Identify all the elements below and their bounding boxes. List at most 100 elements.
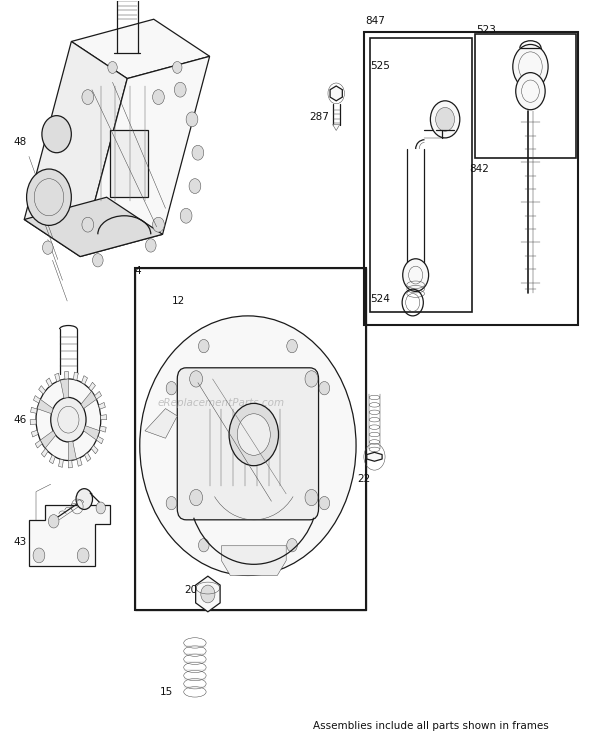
Text: 20: 20 — [184, 585, 198, 595]
Bar — [474, 34, 576, 158]
FancyBboxPatch shape — [177, 368, 319, 520]
Circle shape — [77, 548, 89, 563]
Polygon shape — [34, 395, 40, 403]
Polygon shape — [24, 42, 127, 256]
Circle shape — [166, 381, 177, 395]
Circle shape — [93, 253, 103, 267]
Circle shape — [180, 208, 192, 223]
Text: 524: 524 — [371, 293, 390, 304]
Polygon shape — [64, 372, 68, 379]
Polygon shape — [99, 403, 106, 409]
Circle shape — [305, 371, 318, 387]
Circle shape — [192, 146, 204, 160]
Circle shape — [198, 340, 209, 353]
Circle shape — [513, 45, 548, 89]
Polygon shape — [60, 379, 68, 398]
Polygon shape — [196, 576, 220, 611]
Circle shape — [174, 82, 186, 97]
Text: 287: 287 — [309, 112, 329, 122]
Polygon shape — [58, 459, 63, 467]
Circle shape — [516, 73, 545, 110]
Polygon shape — [367, 452, 382, 461]
Circle shape — [153, 90, 165, 105]
Bar — [135, 267, 366, 610]
Polygon shape — [49, 455, 55, 464]
Circle shape — [42, 241, 53, 254]
Polygon shape — [35, 440, 42, 448]
Text: 4: 4 — [135, 267, 142, 276]
Bar — [110, 131, 148, 197]
Circle shape — [201, 585, 215, 603]
Circle shape — [189, 178, 201, 193]
Text: 842: 842 — [469, 164, 489, 174]
Circle shape — [287, 539, 297, 552]
Circle shape — [287, 340, 297, 353]
Polygon shape — [24, 197, 163, 256]
Circle shape — [42, 116, 71, 153]
Text: 15: 15 — [160, 687, 173, 697]
Polygon shape — [39, 386, 45, 394]
Circle shape — [146, 239, 156, 252]
Polygon shape — [84, 426, 100, 440]
Text: 847: 847 — [366, 16, 385, 27]
Bar — [365, 32, 578, 325]
Polygon shape — [68, 460, 73, 468]
Polygon shape — [91, 445, 98, 454]
Polygon shape — [41, 449, 48, 457]
Circle shape — [189, 490, 202, 506]
Circle shape — [51, 398, 86, 442]
Polygon shape — [81, 376, 87, 384]
Circle shape — [82, 217, 94, 232]
Circle shape — [186, 112, 198, 127]
Polygon shape — [55, 373, 60, 382]
Circle shape — [305, 490, 318, 506]
Text: 22: 22 — [357, 474, 370, 484]
Circle shape — [319, 381, 330, 395]
Circle shape — [430, 101, 460, 138]
Circle shape — [96, 502, 106, 514]
Text: Assemblies include all parts shown in frames: Assemblies include all parts shown in fr… — [313, 721, 548, 731]
Circle shape — [27, 169, 71, 225]
Polygon shape — [37, 399, 53, 414]
Polygon shape — [71, 19, 209, 79]
Bar — [371, 38, 471, 312]
Circle shape — [36, 379, 101, 461]
Circle shape — [166, 496, 177, 510]
Polygon shape — [29, 505, 110, 566]
Circle shape — [198, 539, 209, 552]
Circle shape — [319, 496, 330, 510]
Text: 46: 46 — [14, 415, 27, 425]
Circle shape — [403, 259, 428, 291]
Polygon shape — [80, 56, 209, 256]
Polygon shape — [94, 392, 101, 399]
Polygon shape — [81, 392, 96, 409]
Text: 48: 48 — [14, 137, 27, 146]
Polygon shape — [40, 431, 55, 448]
Circle shape — [435, 108, 454, 132]
Circle shape — [237, 414, 270, 455]
Circle shape — [108, 62, 117, 74]
Polygon shape — [96, 436, 103, 444]
Polygon shape — [330, 86, 342, 101]
Circle shape — [76, 489, 93, 510]
Polygon shape — [30, 420, 36, 425]
Text: 523: 523 — [476, 25, 496, 36]
Polygon shape — [46, 378, 52, 386]
Text: 43: 43 — [14, 537, 27, 547]
Polygon shape — [100, 415, 107, 420]
Circle shape — [33, 548, 45, 563]
Circle shape — [153, 217, 165, 232]
Polygon shape — [31, 407, 37, 413]
Polygon shape — [145, 409, 177, 438]
Polygon shape — [221, 546, 286, 575]
Polygon shape — [100, 426, 106, 432]
Polygon shape — [333, 125, 340, 131]
Circle shape — [82, 90, 94, 105]
Polygon shape — [31, 430, 38, 437]
Circle shape — [189, 371, 202, 387]
Text: 12: 12 — [171, 296, 185, 306]
Text: eReplacementParts.com: eReplacementParts.com — [158, 398, 285, 408]
Text: 525: 525 — [371, 61, 390, 71]
Polygon shape — [84, 452, 91, 461]
Polygon shape — [68, 441, 76, 461]
